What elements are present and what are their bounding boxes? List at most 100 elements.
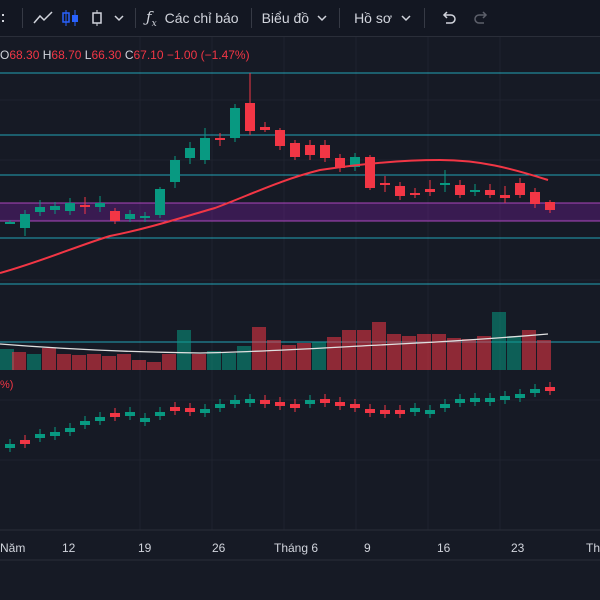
lower-candle-body bbox=[200, 409, 210, 413]
candle-body bbox=[365, 157, 375, 188]
candle-body bbox=[140, 216, 150, 218]
lower-candle-body bbox=[470, 398, 480, 402]
top-toolbar: ƒx Các chỉ báo Biểu đồ Hồ sơ bbox=[0, 0, 600, 37]
moving-average-line bbox=[0, 158, 549, 274]
time-axis-label: Năm bbox=[0, 541, 25, 555]
candle-body bbox=[80, 205, 90, 207]
toolbar-overflow-icon[interactable] bbox=[0, 0, 16, 36]
volume-bar bbox=[342, 330, 356, 370]
lower-candle-body bbox=[260, 400, 270, 404]
lower-candle-body bbox=[80, 421, 90, 425]
undo-button[interactable] bbox=[431, 0, 465, 36]
lower-candle-body bbox=[230, 400, 240, 404]
chart-menu-label: Biểu đồ bbox=[261, 10, 310, 26]
lower-candle-body bbox=[305, 400, 315, 404]
time-axis-label: Tháng 6 bbox=[274, 541, 318, 555]
change-value: −1.00 (−1.47%) bbox=[166, 48, 250, 62]
volume-bar bbox=[537, 340, 551, 370]
function-icon: ƒx bbox=[146, 7, 157, 29]
price-chart[interactable]: Năm 12 19 26 Tháng 6 9 16 23 Th bbox=[0, 37, 600, 600]
lower-candle-body bbox=[215, 404, 225, 408]
lower-candle-body bbox=[95, 417, 105, 421]
volume-bar bbox=[27, 354, 41, 370]
chevron-down-icon bbox=[114, 15, 124, 22]
volume-bar bbox=[402, 336, 416, 370]
hollow-candle-icon bbox=[92, 10, 102, 26]
low-label: L bbox=[84, 48, 92, 62]
line-chart-icon bbox=[33, 11, 53, 24]
lower-candle-body bbox=[50, 432, 60, 436]
time-axis-label: 16 bbox=[437, 541, 451, 555]
toolbar-separator bbox=[135, 8, 136, 28]
chevron-down-icon bbox=[401, 15, 411, 22]
volume-bar bbox=[12, 352, 26, 370]
volume-bar bbox=[42, 348, 56, 370]
volume-bar bbox=[57, 354, 71, 370]
lower-candle-body bbox=[530, 389, 540, 393]
toolbar-separator bbox=[250, 8, 252, 28]
lower-pane-label: %) bbox=[0, 379, 14, 391]
indicators-button[interactable]: ƒx Các chỉ báo bbox=[142, 0, 245, 36]
candle-body bbox=[95, 203, 105, 207]
candle-body bbox=[155, 189, 165, 215]
volume-bar bbox=[117, 354, 131, 370]
close-value: 67.10 bbox=[133, 48, 164, 62]
volume-bar bbox=[327, 337, 341, 370]
lower-candle-body bbox=[380, 410, 390, 414]
volume-average-line bbox=[0, 333, 549, 354]
candle-body bbox=[290, 143, 300, 157]
candle-body bbox=[395, 186, 405, 196]
volume-bar bbox=[252, 327, 266, 370]
lower-candle-body bbox=[410, 408, 420, 412]
candle-body bbox=[110, 211, 120, 221]
time-axis-label: 19 bbox=[138, 541, 152, 555]
chart-type-dropdown[interactable] bbox=[109, 0, 129, 36]
candle-body bbox=[320, 145, 330, 158]
lower-candle-body bbox=[125, 412, 135, 416]
lower-candle-body bbox=[335, 402, 345, 406]
lower-candle-body bbox=[5, 444, 15, 448]
lower-candle-body bbox=[275, 402, 285, 406]
time-axis-label: 26 bbox=[212, 541, 226, 555]
candle-body bbox=[35, 207, 45, 212]
ohlc-legend: O68.30 H68.70 L66.30 C67.10 −1.00 (−1.47… bbox=[0, 48, 250, 62]
volume-bar bbox=[507, 336, 521, 370]
redo-button[interactable] bbox=[465, 0, 499, 36]
lower-candle-body bbox=[515, 394, 525, 398]
lower-candle-body bbox=[440, 404, 450, 408]
lower-candle-body bbox=[110, 413, 120, 417]
candlestick-chart-button[interactable] bbox=[57, 0, 85, 36]
indicators-label: Các chỉ báo bbox=[164, 10, 239, 26]
candle-body bbox=[515, 183, 525, 195]
candle-body bbox=[530, 192, 540, 204]
lower-candle-body bbox=[140, 418, 150, 422]
time-axis-label: 23 bbox=[511, 541, 525, 555]
volume-bar bbox=[132, 360, 146, 370]
time-axis: Năm 12 19 26 Tháng 6 9 16 23 Th bbox=[0, 541, 600, 555]
open-value: 68.30 bbox=[9, 48, 40, 62]
volume-bar bbox=[432, 334, 446, 370]
candle-body bbox=[455, 185, 465, 195]
volume-bar bbox=[297, 343, 311, 370]
volume-bar bbox=[372, 322, 386, 370]
volume-bar bbox=[462, 339, 476, 370]
candle-body bbox=[185, 148, 195, 158]
price-candles bbox=[5, 73, 555, 236]
chart-menu-button[interactable]: Biểu đồ bbox=[258, 0, 333, 36]
candle-body bbox=[215, 138, 225, 140]
volume-bar bbox=[0, 349, 14, 370]
lower-candle-body bbox=[455, 399, 465, 403]
open-label: O bbox=[0, 48, 10, 62]
chevron-down-icon bbox=[317, 15, 327, 22]
lower-candle-body bbox=[350, 404, 360, 408]
volume-bar bbox=[447, 338, 461, 370]
lower-candle-body bbox=[545, 387, 555, 391]
volume-bar bbox=[417, 334, 431, 370]
volume-bar bbox=[162, 354, 176, 370]
high-label: H bbox=[42, 48, 52, 62]
lower-candle-body bbox=[170, 407, 180, 411]
hollow-candle-button[interactable] bbox=[85, 0, 109, 36]
line-chart-button[interactable] bbox=[29, 0, 57, 36]
volume-bar bbox=[192, 354, 206, 370]
profile-menu-button[interactable]: Hồ sơ bbox=[346, 0, 418, 36]
